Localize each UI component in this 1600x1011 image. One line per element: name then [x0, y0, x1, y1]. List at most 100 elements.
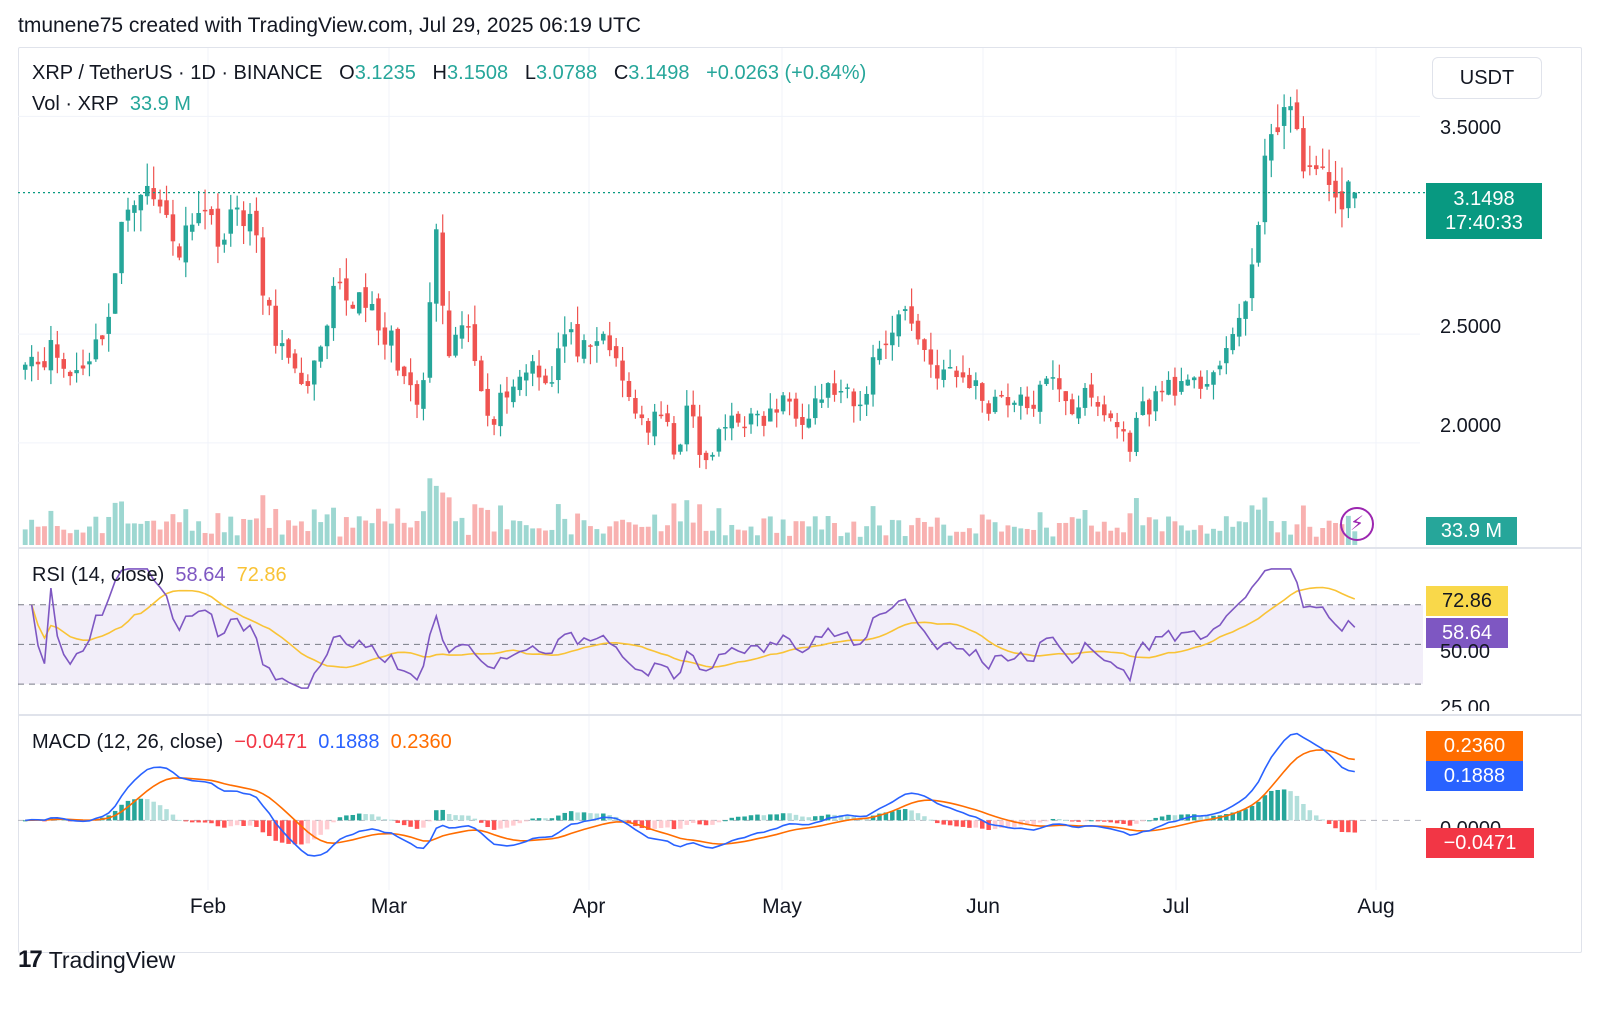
volume-bar — [48, 510, 54, 545]
rsi-label[interactable]: RSI (14, close) — [32, 564, 165, 586]
volume-bar — [1063, 522, 1069, 545]
volume-bar — [1275, 532, 1281, 545]
macd-hist-bar — [189, 820, 195, 823]
macd-hist-bar — [1314, 815, 1319, 821]
volume-bar — [1153, 519, 1159, 545]
close-value: 3.1498 — [628, 62, 690, 84]
month-label: Feb — [189, 895, 227, 918]
macd-hist-bar — [960, 820, 966, 827]
volume-bar — [729, 524, 735, 545]
macd-hist-bar — [575, 812, 580, 821]
candle-body — [286, 339, 291, 358]
volume-bar — [600, 533, 606, 545]
macd-hist-bar — [594, 813, 600, 821]
volume-bar — [401, 522, 407, 545]
volume-bar — [279, 534, 285, 545]
candle-body — [55, 344, 60, 358]
last-price-value: 3.1498 — [1453, 188, 1515, 210]
volume-bar — [941, 524, 947, 545]
macd-hist-bar — [183, 820, 189, 822]
volume-label[interactable]: Vol · XRP — [32, 93, 119, 115]
candle-body — [710, 454, 715, 457]
volume-bar — [922, 521, 927, 545]
candle-body — [633, 398, 638, 414]
volume-bar — [1018, 528, 1024, 545]
candle-body — [202, 209, 208, 212]
volume-bar — [1108, 530, 1114, 545]
macd-hist-bar — [157, 805, 163, 821]
macd-hist-bar — [864, 818, 869, 821]
candle-body — [1031, 404, 1036, 409]
volume-bar — [645, 526, 651, 545]
volume-bar — [80, 532, 86, 545]
macd-hist-bar — [22, 820, 28, 822]
volume-bar — [183, 509, 189, 545]
macd-hist-bar — [1166, 814, 1171, 821]
volume-bar — [324, 514, 330, 545]
volume-bar — [979, 514, 985, 545]
volume-bar — [395, 508, 401, 545]
macd-hist-bar — [318, 820, 323, 835]
volume-bar — [1069, 517, 1075, 545]
candle-body — [466, 326, 471, 328]
macd-hist-bar — [1243, 809, 1248, 821]
volume-bar — [562, 518, 568, 545]
volume-bar — [343, 517, 349, 545]
candle-body — [588, 345, 593, 347]
last-price-tag: 3.1498 17:40:33 — [1426, 183, 1542, 239]
macd-hist-bar — [479, 820, 484, 823]
candle-body — [639, 414, 645, 419]
volume-bar — [639, 526, 645, 545]
volume-bar — [594, 529, 600, 545]
candle-body — [678, 444, 683, 452]
candle-body — [787, 398, 792, 402]
volume-bar — [42, 526, 47, 545]
volume-bar — [838, 536, 844, 545]
volume-bar — [851, 521, 857, 545]
macd-hist-bar — [1057, 818, 1062, 821]
tradingview-logo[interactable]: 17 TradingView — [18, 946, 175, 974]
macd-hist-bar — [1301, 804, 1306, 821]
macd-label[interactable]: MACD (12, 26, close) — [32, 731, 224, 753]
macd-hist-bar — [1352, 820, 1358, 833]
macd-hist-bar — [1256, 801, 1261, 821]
volume-bar — [254, 518, 259, 545]
volume-bar — [896, 520, 902, 545]
volume-bar — [1159, 531, 1165, 545]
symbol-title[interactable]: XRP / TetherUS · 1D · BINANCE — [32, 62, 323, 84]
macd-hist-bar — [915, 813, 921, 821]
candle-body — [1166, 379, 1171, 395]
candle-body — [536, 365, 542, 378]
volume-bar — [1333, 522, 1338, 545]
macd-hist-bar — [132, 799, 137, 821]
volume-bar — [568, 534, 574, 545]
open-value: 3.1235 — [354, 62, 416, 84]
macd-hist-bar — [337, 817, 343, 821]
volume-bar — [1313, 536, 1319, 545]
volume-bar — [780, 519, 786, 545]
currency-button[interactable]: USDT — [1432, 57, 1542, 99]
bolt-icon[interactable]: ⚡ — [1340, 507, 1374, 541]
macd-hist-bar — [774, 814, 779, 821]
macd-hist-bar — [145, 799, 150, 821]
macd-hist-bar — [1191, 814, 1197, 821]
volume-tag: 33.9 M — [1426, 517, 1517, 545]
volume-bar — [581, 520, 587, 545]
candle-body — [819, 399, 824, 403]
macd-hist-bar — [562, 812, 567, 821]
volume-bar — [433, 485, 439, 545]
macd-hist-bar — [1198, 815, 1203, 821]
volume-bar — [1056, 523, 1062, 545]
macd-hist-bar — [344, 815, 349, 821]
candle-body — [556, 348, 561, 381]
macd-hist-bar — [716, 820, 722, 823]
macd-hist-bar — [973, 820, 979, 828]
volume-bar — [517, 521, 523, 545]
volume-bar — [54, 526, 60, 545]
candle-body — [1063, 391, 1068, 402]
macd-hist-bar — [260, 820, 266, 833]
candle-body — [247, 213, 253, 232]
volume-bar — [1223, 516, 1229, 545]
volume-bar — [376, 508, 381, 545]
